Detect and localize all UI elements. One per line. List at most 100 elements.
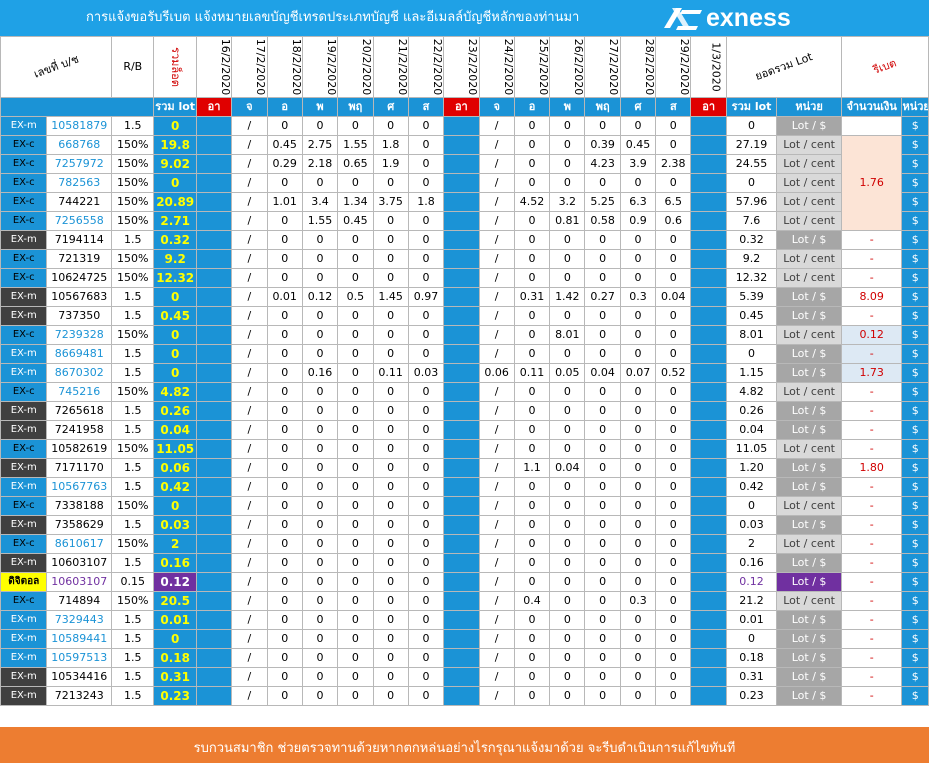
- day-lot-value: /: [478, 192, 515, 212]
- currency-unit: $: [901, 420, 929, 440]
- day-lot-value: [443, 515, 480, 535]
- sum-lot-subheader-2: รวม lot: [725, 97, 778, 117]
- day-lot-value: 0: [301, 439, 339, 459]
- day-lot-value: [195, 344, 233, 364]
- rb-value: 150%: [111, 268, 155, 288]
- account-number: 10582619: [46, 439, 113, 459]
- date-header: 16/2/2020: [195, 36, 233, 98]
- table-row: EX-m 10567763 1.5 0.42/0 0 0 0 0/0 0 0 0 0 0.42 Lot /…: [0, 477, 929, 497]
- sum-lot-value: 0: [725, 496, 778, 516]
- day-lot-value: /: [231, 477, 268, 497]
- day-lot-value: /: [231, 135, 268, 155]
- sum-lot-value: 0: [725, 344, 778, 364]
- rb-value: 150%: [111, 192, 155, 212]
- rebate-amount: -: [840, 667, 903, 687]
- day-lot-value: 0: [301, 591, 339, 611]
- total-lot-value: 0.06: [153, 458, 197, 478]
- day-lot-value: 0: [584, 648, 621, 668]
- day-lot-value: 0: [655, 458, 692, 478]
- day-lot-value: 0: [301, 477, 339, 497]
- day-lot-value: 0: [549, 154, 586, 174]
- day-lot-value: [690, 116, 727, 136]
- day-lot-value: /: [231, 344, 268, 364]
- day-lot-value: /: [478, 249, 515, 269]
- day-lot-value: 0: [266, 477, 303, 497]
- day-lot-value: 0: [655, 572, 692, 592]
- unit-subheader-2: หน่วย: [901, 97, 929, 117]
- day-lot-value: [443, 249, 480, 269]
- day-lot-value: 0: [619, 572, 657, 592]
- day-lot-value: 0: [655, 382, 692, 402]
- day-lot-value: 0: [407, 686, 445, 706]
- day-lot-value: 0: [407, 325, 445, 345]
- day-lot-value: 0: [549, 667, 586, 687]
- day-lot-value: 0: [655, 477, 692, 497]
- account-type: EX-m: [0, 667, 48, 687]
- rebate-amount: -: [840, 230, 903, 250]
- day-lot-value: 0: [513, 648, 551, 668]
- day-lot-value: 1.55: [337, 135, 374, 155]
- day-lot-value: 0: [266, 116, 303, 136]
- day-lot-value: /: [478, 287, 515, 307]
- day-lot-value: /: [231, 268, 268, 288]
- day-lot-value: 0: [266, 249, 303, 269]
- day-lot-value: 0: [301, 344, 339, 364]
- day-lot-value: 0: [619, 249, 657, 269]
- day-lot-value: /: [478, 382, 515, 402]
- day-lot-value: 0: [372, 629, 409, 649]
- day-lot-value: [443, 610, 480, 630]
- date-label: 20/2/2020: [360, 38, 374, 96]
- day-lot-value: [443, 287, 480, 307]
- rb-value: 1.5: [111, 629, 155, 649]
- day-lot-value: 0: [584, 325, 621, 345]
- day-lot-value: 0: [513, 325, 551, 345]
- total-lot-value: 0.03: [153, 515, 197, 535]
- rb-value: 1.5: [111, 477, 155, 497]
- day-lot-value: 0: [513, 667, 551, 687]
- subheader-blank: [0, 97, 155, 117]
- day-lot-value: 0.05: [549, 363, 586, 383]
- currency-unit: $: [901, 363, 929, 383]
- exness-logo: exness: [660, 4, 830, 32]
- day-lot-value: 6.3: [619, 192, 657, 212]
- day-lot-value: 0: [513, 116, 551, 136]
- unit-value: Lot / cent: [776, 496, 842, 516]
- day-label: ศ: [372, 97, 409, 117]
- currency-unit: $: [901, 648, 929, 668]
- currency-unit: $: [901, 344, 929, 364]
- day-lot-value: 0: [655, 116, 692, 136]
- table-row: EX-m 7329443 1.5 0.01/0 0 0 0 0/0 0 0 0 0 0.01 Lot / …: [0, 610, 929, 630]
- day-lot-value: 0: [266, 572, 303, 592]
- currency-unit: $: [901, 154, 929, 174]
- total-lot-value: 2: [153, 534, 197, 554]
- day-lot-value: [690, 344, 727, 364]
- day-lot-value: 0.5: [337, 287, 374, 307]
- date-label: 22/2/2020: [431, 38, 444, 96]
- rb-value: 1.5: [111, 515, 155, 535]
- day-lot-value: [443, 534, 480, 554]
- day-lot-value: 0: [655, 325, 692, 345]
- day-lot-value: 0: [301, 610, 339, 630]
- day-lot-value: 0: [407, 173, 445, 193]
- total-lot-value: 0.23: [153, 686, 197, 706]
- day-label: จ: [231, 97, 268, 117]
- day-lot-value: 0.3: [619, 591, 657, 611]
- day-lot-value: [195, 648, 233, 668]
- day-lot-value: 0: [407, 458, 445, 478]
- day-lot-value: 0: [266, 496, 303, 516]
- day-lot-value: 0: [584, 686, 621, 706]
- day-lot-value: 0: [549, 439, 586, 459]
- day-lot-value: /: [478, 648, 515, 668]
- day-lot-value: 0: [549, 268, 586, 288]
- day-lot-value: 0: [513, 496, 551, 516]
- day-lot-value: 0: [372, 173, 409, 193]
- sum-lot-value: 8.01: [725, 325, 778, 345]
- footer-banner: รบกวนสมาชิก ช่วยตรวจทานด้วยหากตกหล่นอย่า…: [0, 727, 929, 763]
- account-number: 721319: [46, 249, 113, 269]
- day-lot-value: 0: [619, 401, 657, 421]
- day-lot-value: 0: [301, 553, 339, 573]
- table-row: EX-c 7239328 150% 0/0 0 0 0 0/0 8.01 0 0 0 8.01 Lot /…: [0, 325, 929, 345]
- date-header: 27/2/2020: [584, 36, 621, 98]
- account-type: EX-c: [0, 249, 48, 269]
- day-lot-value: 1.9: [372, 154, 409, 174]
